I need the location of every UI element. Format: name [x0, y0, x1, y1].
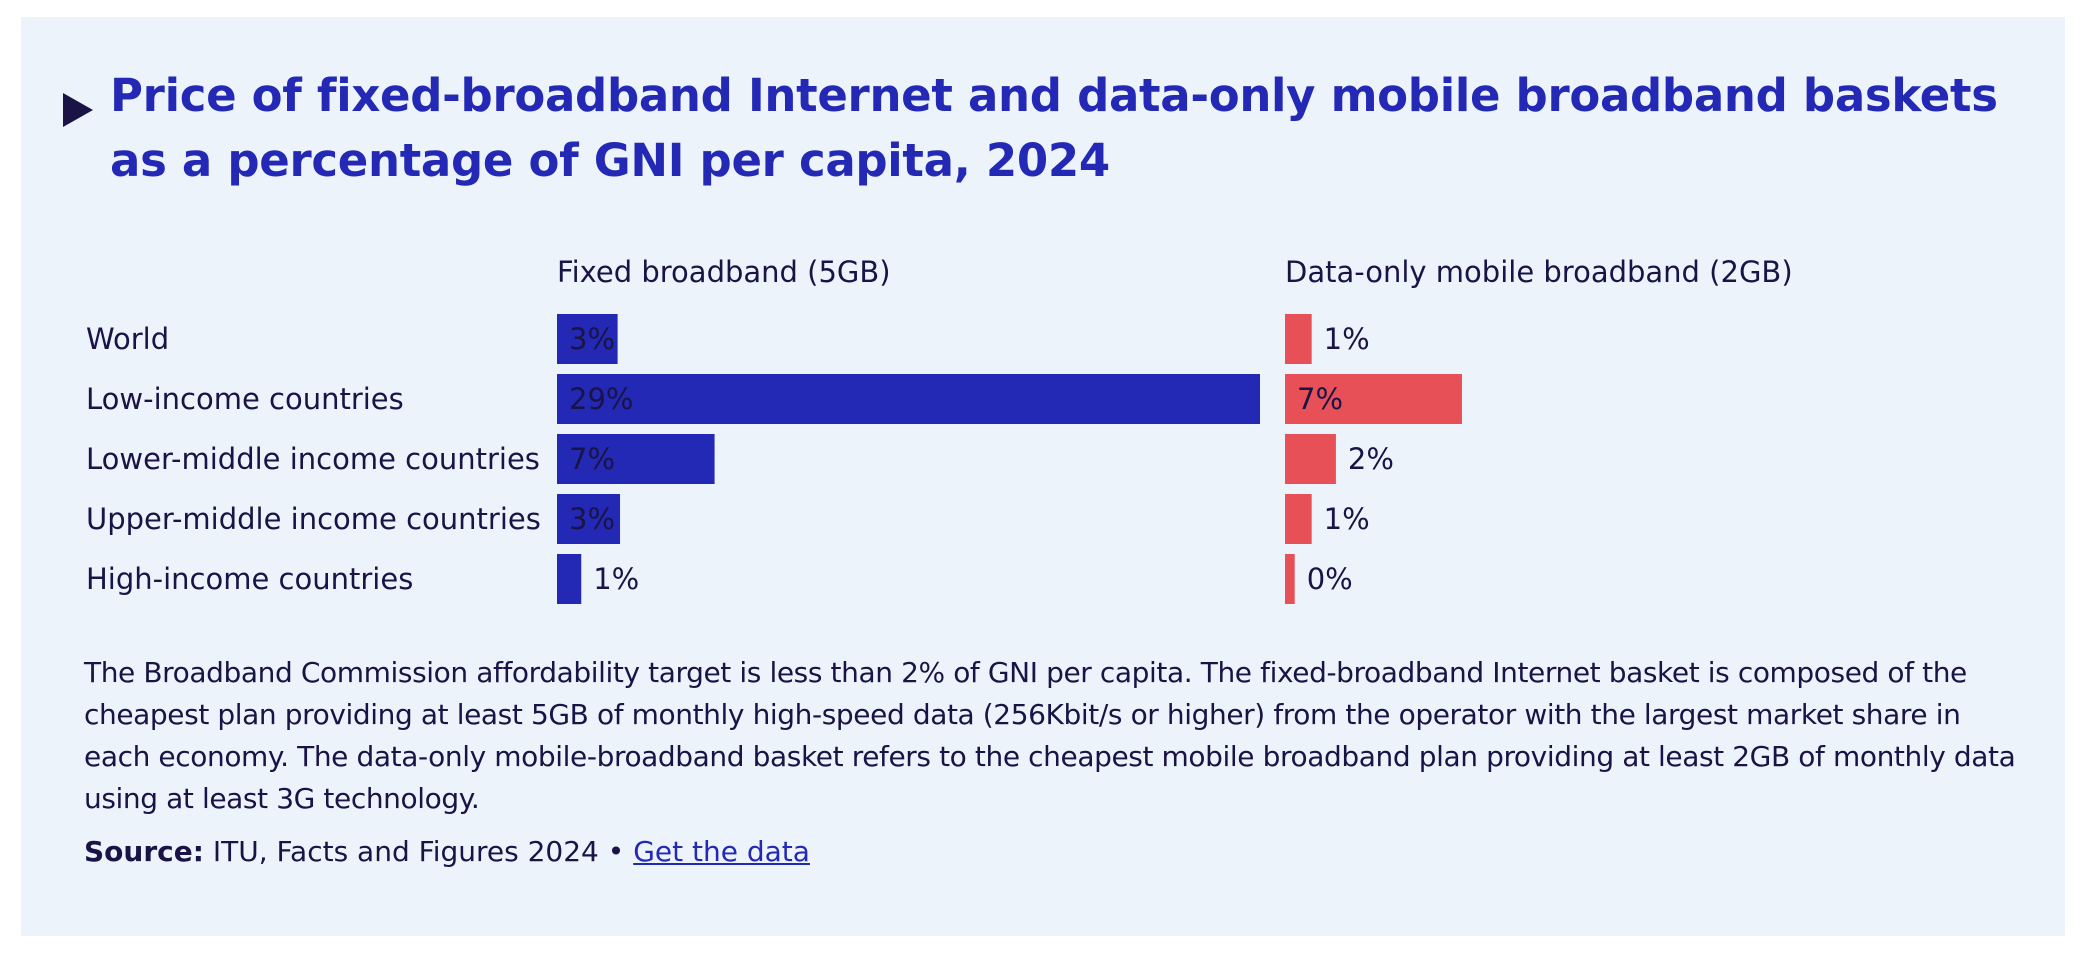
bar-data-only-mobile-broadband-2gb-lower-middle-income-countries [1285, 434, 1336, 484]
bar-fixed-broadband-5gb-lower-middle-income-countries [557, 434, 715, 484]
data-label-fixed-broadband-5gb-lower-middle-income-countries: 7% [569, 442, 615, 476]
bar-data-only-mobile-broadband-2gb-upper-middle-income-countries [1285, 494, 1312, 544]
bar-chart: World Low-income countries Lower-middle in… [86, 255, 1793, 604]
data-label-fixed-broadband-5gb-low-income-countries: 29% [569, 382, 633, 416]
source-text: ITU, Facts and Figures 2024 • [212, 835, 625, 868]
data-label-data-only-mobile-broadband-2gb-low-income-countries: 7% [1297, 382, 1343, 416]
category-label-upper-middle-income-countries: Upper-middle income countries [86, 502, 541, 536]
data-label-data-only-mobile-broadband-2gb-lower-middle-income-countries: 2% [1348, 442, 1394, 476]
play-arrow-icon [63, 93, 93, 127]
data-label-fixed-broadband-5gb-high-income-countries: 1% [593, 562, 639, 596]
category-label-world: World [86, 322, 169, 356]
series-header-data-only-mobile-broadband-2gb: Data-only mobile broadband (2GB) [1285, 255, 1793, 289]
series-header-fixed-broadband-5gb: Fixed broadband (5GB) [557, 255, 891, 289]
bar-data-only-mobile-broadband-2gb-low-income-countries [1285, 374, 1462, 424]
source-line: Source: ITU, Facts and Figures 2024 • Ge… [84, 833, 1984, 871]
get-the-data-link[interactable]: Get the data [633, 835, 810, 868]
bar-data-only-mobile-broadband-2gb-high-income-countries [1285, 554, 1295, 604]
bar-data-only-mobile-broadband-2gb-world [1285, 314, 1312, 364]
category-label-high-income-countries: High-income countries [86, 562, 413, 596]
chart-note: The Broadband Commission affordability t… [84, 656, 2016, 815]
chart-title: Price of fixed-broadband Internet and da… [110, 69, 1998, 187]
category-label-lower-middle-income-countries: Lower-middle income countries [86, 442, 540, 476]
bar-fixed-broadband-5gb-upper-middle-income-countries [557, 494, 621, 544]
data-label-fixed-broadband-5gb-world: 3% [569, 322, 615, 356]
data-label-data-only-mobile-broadband-2gb-upper-middle-income-countries: 1% [1324, 502, 1370, 536]
chart-card [21, 17, 2065, 936]
bar-fixed-broadband-5gb-low-income-countries [557, 374, 1260, 424]
category-label-low-income-countries: Low-income countries [86, 382, 404, 416]
data-label-data-only-mobile-broadband-2gb-high-income-countries: 0% [1307, 562, 1353, 596]
data-label-fixed-broadband-5gb-upper-middle-income-countries: 3% [569, 502, 615, 536]
data-label-data-only-mobile-broadband-2gb-world: 1% [1324, 322, 1370, 356]
bar-fixed-broadband-5gb-world [557, 314, 618, 364]
source-label: Source: [84, 835, 204, 868]
bar-fixed-broadband-5gb-high-income-countries [557, 554, 582, 604]
